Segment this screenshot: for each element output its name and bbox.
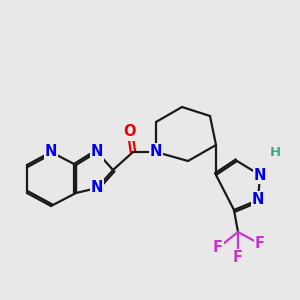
Text: N: N (91, 181, 103, 196)
Text: O: O (124, 124, 136, 140)
Text: H: H (269, 146, 281, 158)
Text: F: F (255, 236, 265, 251)
Text: F: F (213, 241, 223, 256)
Text: N: N (254, 167, 266, 182)
Text: N: N (150, 145, 162, 160)
Text: N: N (252, 193, 264, 208)
Text: N: N (91, 145, 103, 160)
Text: N: N (45, 145, 57, 160)
Text: F: F (233, 250, 243, 266)
